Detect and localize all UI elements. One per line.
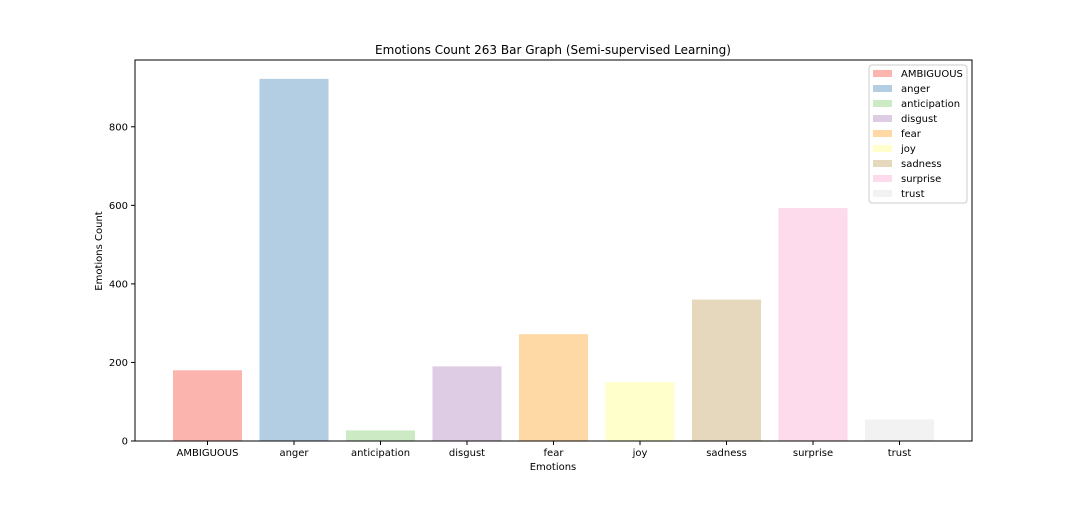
bar-sadness (692, 299, 761, 441)
legend-swatch-fear (873, 130, 892, 137)
bar-fear (519, 334, 588, 441)
x-tick-label: joy (632, 448, 648, 459)
x-tick-label: surprise (793, 448, 833, 459)
legend-label-joy: joy (900, 144, 916, 155)
legend-swatch-joy (873, 145, 892, 152)
bar-surprise (778, 208, 848, 441)
x-tick-label: trust (888, 448, 912, 459)
y-axis: 0 200 400 600 800 (109, 122, 135, 448)
legend-swatch-ambiguous (873, 70, 892, 77)
x-axis-label: Emotions (530, 462, 577, 473)
legend-label-anticipation: anticipation (901, 99, 960, 110)
legend-label-ambiguous: AMBIGUOUS (901, 69, 963, 80)
bar-disgust (432, 366, 502, 441)
x-tick-label: sadness (706, 448, 747, 459)
chart-title: Emotions Count 263 Bar Graph (Semi-super… (375, 43, 731, 57)
legend-frame (868, 64, 968, 204)
plot-frame (134, 59, 973, 442)
bar-anger (259, 78, 329, 441)
legend-swatch-anger (873, 85, 892, 92)
y-tick-label: 0 (122, 437, 128, 448)
legend-label-disgust: disgust (901, 114, 937, 125)
legend-swatch-anticipation (873, 100, 892, 107)
legend-label-anger: anger (901, 84, 931, 95)
y-axis-label: Emotions Count (94, 211, 105, 290)
legend-label-trust: trust (901, 189, 925, 200)
x-axis: AMBIGUOUS anger anticipation disgust fear joy… (177, 441, 912, 459)
legend-label-surprise: surprise (901, 174, 941, 185)
y-tick-label: 400 (109, 279, 128, 290)
x-tick-label: anger (279, 448, 309, 459)
bar-trust (865, 419, 934, 441)
legend-swatch-sadness (873, 160, 892, 167)
bar-joy (605, 382, 675, 441)
bar-ambiguous (173, 370, 242, 441)
y-tick-label: 200 (109, 358, 128, 369)
y-tick-label: 800 (109, 122, 128, 133)
legend-swatch-trust (873, 190, 892, 197)
x-tick-label: AMBIGUOUS (177, 448, 239, 459)
bars-group (173, 78, 934, 441)
bar-anticipation (346, 430, 415, 441)
x-tick-label: disgust (449, 448, 485, 459)
legend-swatch-surprise (873, 175, 892, 182)
legend-label-fear: fear (901, 129, 922, 140)
legend-swatch-disgust (873, 115, 892, 122)
legend: AMBIGUOUS anger anticipation disgust fear joy… (868, 64, 968, 204)
x-tick-label: fear (544, 448, 565, 459)
x-tick-label: anticipation (351, 448, 410, 459)
legend-label-sadness: sadness (901, 159, 942, 170)
y-tick-label: 600 (109, 201, 128, 212)
